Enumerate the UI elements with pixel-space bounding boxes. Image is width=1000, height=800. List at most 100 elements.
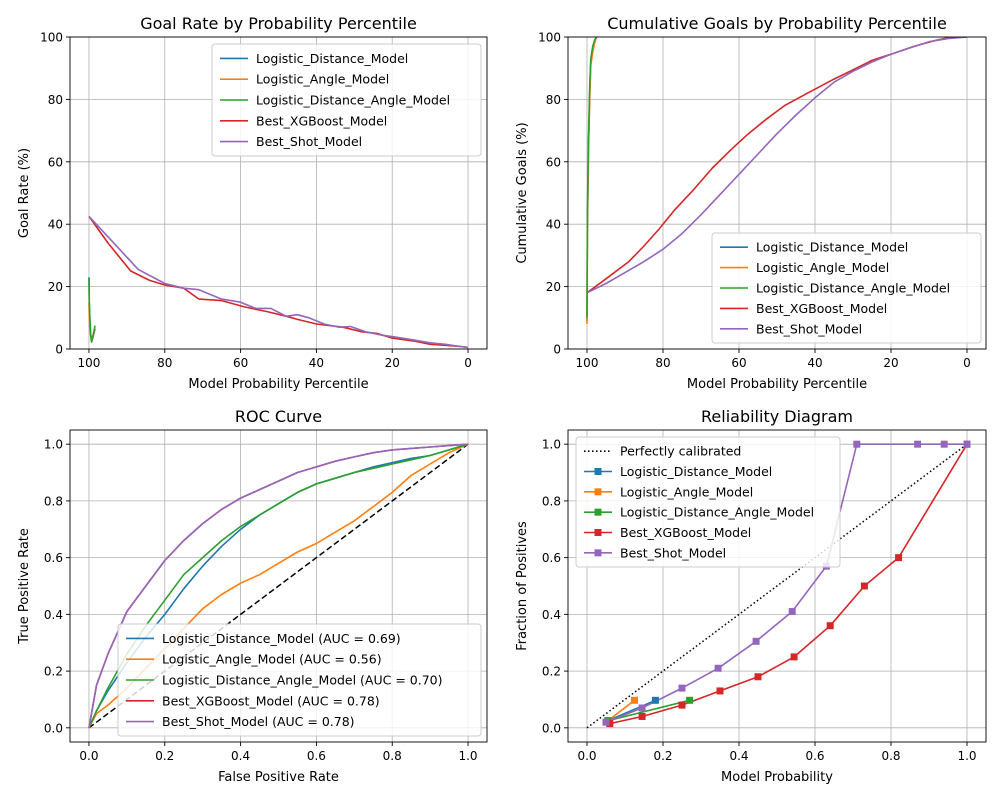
series-point-Best_Shot_Model: [788, 608, 796, 616]
x-tick-label: 80: [655, 356, 670, 370]
series-line-Best_XGBoost_Model: [88, 215, 469, 349]
x-tick-label: 0.6: [307, 749, 326, 763]
series-line-Best_XGBoost_Model: [609, 443, 968, 725]
legend-label: Logistic_Distance_Angle_Model: [756, 281, 950, 296]
legend-label: Logistic_Distance_Model: [756, 240, 908, 255]
x-tick-label: 40: [309, 356, 324, 370]
y-tick-label: 0: [55, 343, 63, 357]
x-tick-label: 0.8: [383, 749, 402, 763]
chart-reliability: 0.0 0.2 0.4 0.6 0.8 1.0 0.0 0.2 0.4 0.6 0.8 1.0 Reli…: [515, 407, 987, 785]
x-tick-label: 0.2: [155, 749, 174, 763]
y-tick-label: 100: [538, 31, 561, 45]
series-point-Best_XGBoost_Model: [895, 554, 903, 562]
series-point-Logistic_Distance_Angle_Model: [686, 696, 694, 704]
y-tick-label: 80: [546, 93, 561, 107]
legend: Perfectly calibrated Logistic_Distance_Mo…: [575, 436, 841, 568]
x-tick-label: 0.0: [577, 749, 596, 763]
legend-label: Logistic_Distance_Angle_Model: [620, 505, 814, 520]
series-line-Logistic_Distance_Angle_Model: [607, 699, 690, 722]
y-tick-label: 0.6: [542, 551, 561, 565]
legend-label: Perfectly calibrated: [620, 444, 741, 459]
y-tick-label: 0.0: [542, 721, 561, 735]
chart-roc: 0.0 0.2 0.4 0.6 0.8 1.0 0.0 0.2 0.4 0.6 0.8 1.0 ROC …: [17, 407, 488, 785]
legend: Logistic_Distance_Model Logistic_Angle_Mo…: [211, 43, 482, 157]
x-tick-label: 0.4: [231, 749, 250, 763]
series-line-Best_Shot_Model: [586, 37, 968, 294]
series-point-Best_Shot_Model: [602, 718, 610, 726]
series-point-Best_XGBoost_Model: [826, 622, 834, 630]
y-axis-label: Fraction of Positives: [515, 521, 530, 651]
series-point-Best_Shot_Model: [752, 637, 760, 645]
legend-marker: [594, 488, 602, 496]
series-point-Best_Shot_Model: [714, 664, 722, 672]
legend-box: [117, 623, 482, 737]
y-tick-label: 20: [48, 280, 63, 294]
legend-marker: [594, 549, 602, 557]
series-point-Best_XGBoost_Model: [790, 653, 798, 661]
chart-title: ROC Curve: [235, 407, 322, 426]
chart-title: Cumulative Goals by Probability Percenti…: [607, 14, 947, 33]
legend-label: Best_Shot_Model: [256, 134, 362, 149]
series-line-Best_Shot_Model: [88, 215, 469, 349]
legend-label: Logistic_Distance_Model: [620, 464, 772, 479]
y-tick-label: 0: [553, 343, 561, 357]
series-point-Best_Shot_Model: [914, 440, 922, 448]
x-tick-label: 1.0: [458, 749, 477, 763]
x-tick-label: 100: [576, 356, 599, 370]
y-axis-label: Cumulative Goals (%): [515, 122, 530, 263]
x-tick-label: 0.2: [653, 749, 672, 763]
x-axis-label: Model Probability Percentile: [687, 377, 867, 392]
legend: Logistic_Distance_Model Logistic_Angle_Mo…: [711, 232, 982, 344]
x-tick-label: 20: [883, 356, 898, 370]
legend-label: Best_Shot_Model (AUC = 0.78): [162, 714, 355, 729]
series-line-Logistic_Distance_Angle_Model: [88, 278, 96, 343]
x-axis-label: Model Probability: [721, 770, 833, 785]
y-tick-label: 0.8: [542, 494, 561, 508]
y-tick-label: 20: [546, 280, 561, 294]
chart-goal_rate: 100 80 60 40 20 0 0 20 40 60 80 100 Goal Rate by Pro…: [17, 14, 488, 392]
series-point-Best_Shot_Model: [638, 704, 646, 712]
y-tick-label: 0.0: [44, 721, 63, 735]
series-point-Best_Shot_Model: [963, 440, 971, 448]
y-tick-label: 1.0: [44, 438, 63, 452]
y-tick-label: 0.4: [44, 608, 63, 622]
series-point-Best_Shot_Model: [853, 440, 861, 448]
legend-label: Logistic_Angle_Model (AUC = 0.56): [162, 652, 382, 667]
y-tick-label: 60: [546, 155, 561, 169]
series-line-Logistic_Distance_Angle_Model: [586, 37, 598, 318]
x-axis-label: Model Probability Percentile: [188, 377, 368, 392]
x-tick-label: 0.4: [729, 749, 748, 763]
x-tick-label: 0: [464, 356, 472, 370]
legend-label: Best_XGBoost_Model: [256, 113, 387, 128]
legend-label: Best_XGBoost_Model: [756, 301, 887, 316]
y-axis-label: Goal Rate (%): [17, 148, 32, 238]
x-tick-label: 100: [78, 356, 101, 370]
legend-label: Best_Shot_Model: [756, 321, 862, 336]
legend-marker: [594, 529, 602, 536]
series-point-Logistic_Angle_Model: [631, 696, 638, 704]
x-tick-label: 0.6: [805, 749, 824, 763]
axes-frame: [567, 36, 987, 350]
legend-label: Logistic_Angle_Model: [620, 484, 753, 499]
y-tick-label: 80: [48, 93, 63, 107]
series-point-Best_XGBoost_Model: [678, 701, 686, 709]
y-tick-label: 0.2: [44, 665, 63, 679]
series-point-Best_XGBoost_Model: [716, 687, 724, 695]
y-tick-label: 1.0: [542, 438, 561, 452]
series-line-Best_Shot_Model: [88, 443, 469, 728]
x-tick-label: 0.8: [881, 749, 900, 763]
legend-label: Logistic_Angle_Model: [256, 72, 389, 87]
y-tick-label: 0.8: [44, 494, 63, 508]
legend-label: Best_XGBoost_Model (AUC = 0.78): [162, 693, 380, 708]
legend-label: Logistic_Distance_Model (AUC = 0.69): [162, 631, 401, 646]
y-axis-label: True Positive Rate: [17, 528, 32, 645]
series-line-Logistic_Distance_Model: [607, 699, 656, 722]
y-tick-label: 40: [546, 218, 561, 232]
x-axis-label: False Positive Rate: [218, 770, 339, 785]
y-tick-label: 100: [40, 31, 63, 45]
x-tick-label: 20: [385, 356, 400, 370]
series-point-Best_XGBoost_Model: [606, 720, 614, 728]
legend-box: [211, 43, 482, 157]
legend-label: Logistic_Distance_Angle_Model (AUC = 0.7…: [162, 673, 442, 688]
legend-label: Best_XGBoost_Model: [620, 525, 751, 540]
